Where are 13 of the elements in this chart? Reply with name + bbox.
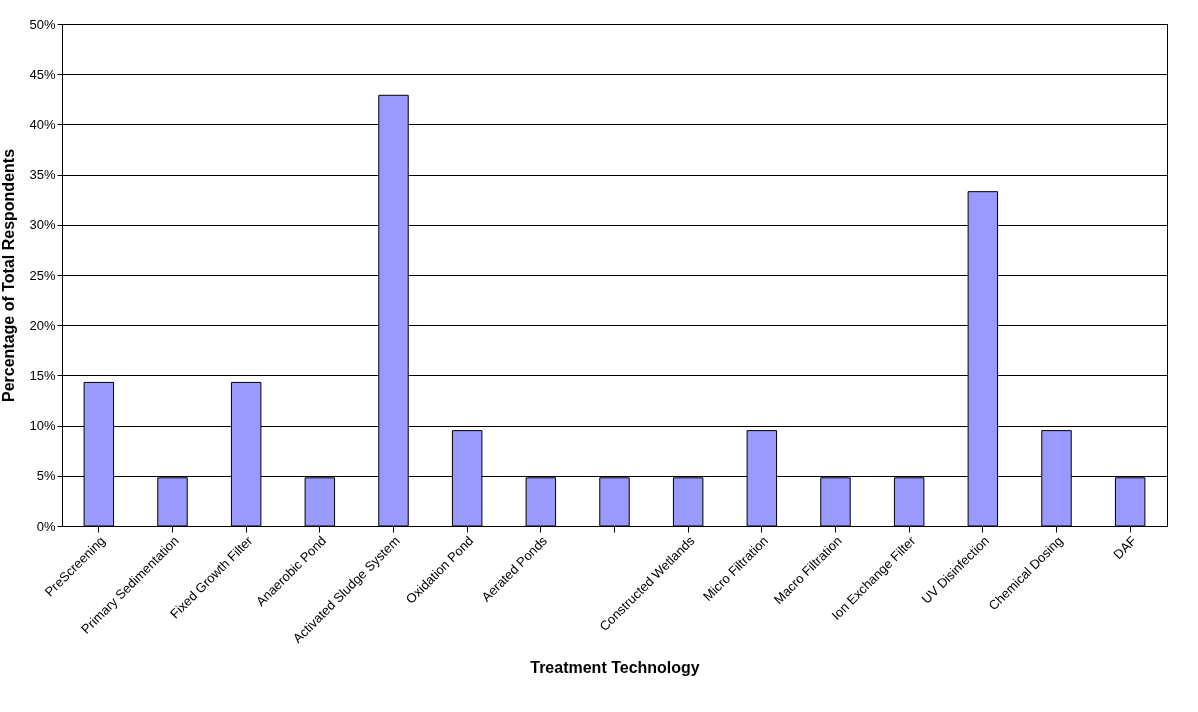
y-tick-label: 45%: [29, 66, 56, 82]
y-tick-label: 10%: [29, 418, 56, 434]
y-tick-label: 40%: [29, 116, 56, 132]
y-tick-label: 0%: [36, 518, 56, 534]
y-axis-title: Percentage of Total Respondents: [0, 148, 18, 403]
y-tick-label: 15%: [29, 367, 56, 383]
x-axis-title: Treatment Technology: [530, 658, 700, 676]
y-tick-label: 20%: [29, 317, 56, 333]
y-tick-label: 35%: [29, 167, 56, 183]
y-tick-label: 5%: [36, 468, 56, 484]
y-tick-label: 30%: [29, 217, 56, 233]
y-tick-label: 50%: [29, 16, 56, 32]
y-tick-label: 25%: [29, 267, 56, 283]
